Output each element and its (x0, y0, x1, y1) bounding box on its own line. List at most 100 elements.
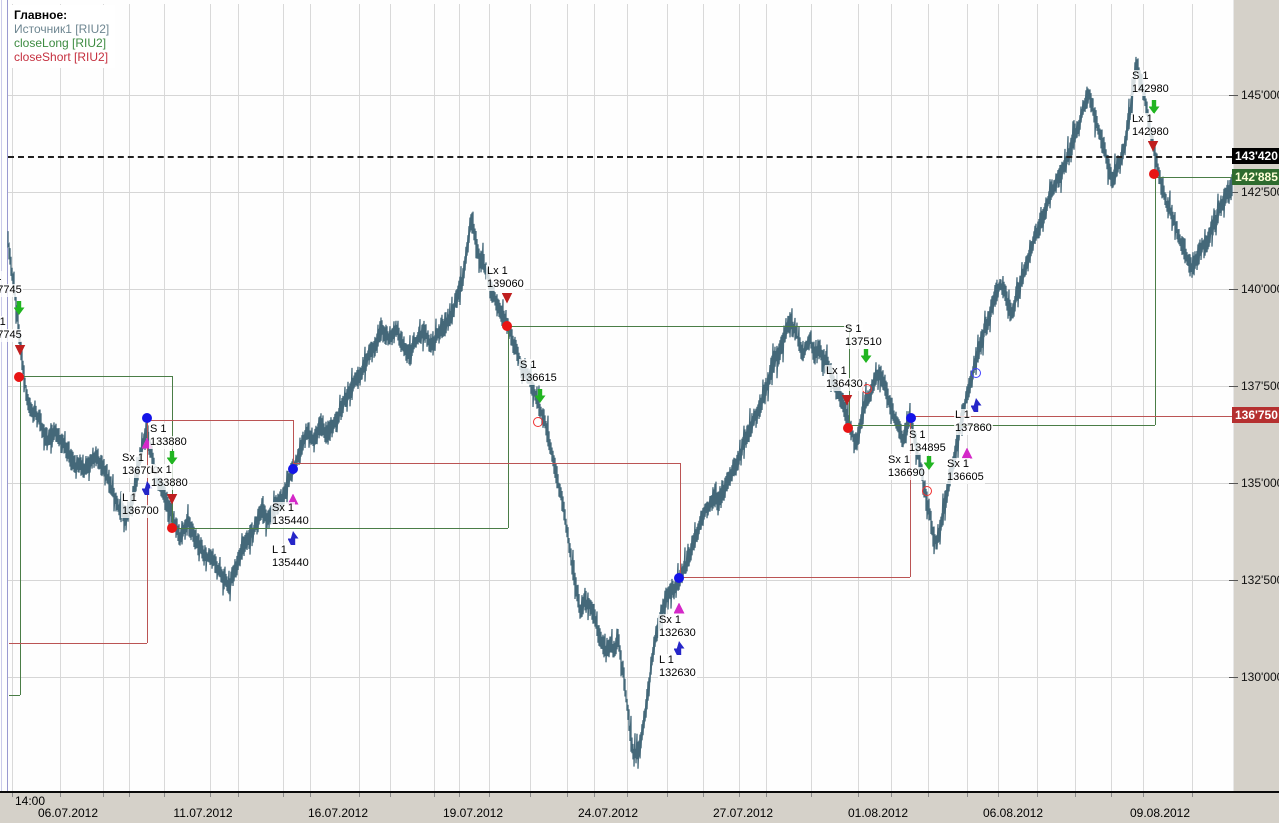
date-tick-label: 01.08.2012 (847, 806, 909, 820)
legend-item-2[interactable]: closeShort [RIU2] (14, 50, 109, 64)
close-short-step-line (293, 420, 294, 463)
exit-point-dot (14, 372, 24, 382)
time-tick-mark (129, 793, 130, 797)
trade-signal-label-line: L 1 (954, 409, 971, 422)
time-tick-mark (998, 793, 999, 797)
trade-signal-label-line: 137745 (0, 329, 23, 342)
trade-signal-label-line: S 1 (0, 271, 3, 284)
vertical-gridline (858, 4, 859, 791)
trade-signal-label-line: 136605 (946, 471, 985, 484)
trade-signal-label-line: S 1 (149, 423, 168, 436)
trade-signal-label-line: 133880 (150, 477, 189, 490)
long-entry-arrow-icon (970, 398, 982, 412)
price-tick-label: 137'500 (1241, 379, 1279, 393)
close-long-step-line (9, 695, 20, 696)
close-long-step-line (508, 326, 509, 528)
trade-signal-label: L 1 136700 (121, 492, 160, 518)
vertical-gridline (567, 4, 568, 791)
close-short-step-line (910, 416, 1232, 417)
price-tick-mark (1229, 483, 1238, 484)
pane-left-border-outer (1, 0, 2, 791)
time-tick-mark (703, 793, 704, 797)
time-tick-mark (739, 793, 740, 797)
legend-item-0[interactable]: Источник1 [RIU2] (14, 22, 110, 36)
vertical-gridline (164, 4, 165, 791)
pane-left-border-inner (7, 0, 8, 791)
trade-signal-label-line: Lx 1 (486, 265, 509, 278)
vertical-gridline (60, 4, 61, 791)
close-long-step-line (1155, 177, 1232, 178)
entry-point-dot (142, 413, 152, 423)
time-tick-mark (238, 793, 239, 797)
legend-items: Источник1 [RIU2] closeLong [RIU2] closeSho… (14, 22, 109, 64)
price-series-svg (7, 56, 1233, 769)
trade-signal-label-line: S 1 (908, 429, 927, 442)
entry-point-dot (674, 573, 684, 583)
trade-signal-label-line: 137745 (0, 284, 23, 297)
level-value-tag: 143'420 (1232, 148, 1279, 164)
legend-item-1[interactable]: closeLong [RIU2] (14, 36, 107, 50)
trade-signal-label: Lx 1 133880 (150, 464, 189, 490)
long-entry-ring-icon (970, 367, 981, 378)
trade-signal-label-line: S 1 (519, 359, 538, 372)
exit-point-dot (502, 321, 512, 331)
vertical-gridline (459, 4, 460, 791)
time-tick-mark (310, 793, 311, 797)
vertical-gridline (703, 4, 704, 791)
trade-signal-label: Sx 1 136605 (946, 458, 985, 484)
trade-signal-label-line: 142980 (1131, 83, 1170, 96)
time-tick-mark (60, 793, 61, 797)
trade-signal-label-line: Sx 1 (946, 458, 971, 471)
trade-signal-label: S 1 136615 (519, 359, 558, 385)
horizontal-gridline (8, 483, 1233, 484)
horizontal-gridline (8, 192, 1233, 193)
trade-signal-label-line: 136700 (121, 505, 160, 518)
time-tick-mark (530, 793, 531, 797)
short-entry-arrow-icon (13, 301, 25, 315)
long-exit-triangle-icon (166, 493, 178, 505)
time-tick-mark (766, 793, 767, 797)
time-tick-mark (1037, 793, 1038, 797)
time-axis-panel[interactable]: 14:00 06.07.2012 11.07.2012 16.07.2012 19.0… (0, 791, 1279, 823)
close-short-step-line (680, 577, 910, 578)
time-tick-mark (164, 793, 165, 797)
vertical-gridline (238, 4, 239, 791)
time-tick-mark (12, 793, 13, 797)
vertical-gridline (1143, 4, 1144, 791)
trade-signal-label-line: 132630 (658, 627, 697, 640)
price-tick-mark (1229, 677, 1238, 678)
close-short-step-line (9, 643, 147, 644)
trade-signal-label-line: Lx 1 (150, 464, 173, 477)
short-exit-triangle-icon (673, 602, 685, 614)
price-tick-label: 135'000 (1241, 476, 1279, 490)
vertical-gridline (210, 4, 211, 791)
time-tick-mark (1111, 793, 1112, 797)
trade-signal-label-line: Sx 1 (887, 454, 912, 467)
time-tick-mark (928, 793, 929, 797)
time-tick-mark (567, 793, 568, 797)
chart-legend: Главное: Источник1 [RIU2] closeLong [RIU2… (9, 5, 116, 68)
time-tick-mark (283, 793, 284, 797)
trade-signal-label-line: 142980 (1131, 126, 1170, 139)
trade-signal-label-line: S 1 (1131, 70, 1150, 83)
close-long-step-line (508, 326, 849, 327)
trade-signal-label: L 1 137860 (954, 409, 993, 435)
close-short-step-line (910, 416, 911, 577)
horizontal-gridline (8, 386, 1233, 387)
price-tick-label: 145'000 (1241, 88, 1279, 102)
trade-signal-label-line: Sx 1 (658, 614, 683, 627)
price-series-path (7, 56, 1233, 769)
close-short-step-line (680, 463, 681, 577)
trade-signal-label-line: 137510 (844, 336, 883, 349)
trade-signal-label-line: L 1 (658, 654, 675, 667)
close-short-step-line (147, 420, 148, 643)
vertical-gridline (1037, 4, 1038, 791)
short-entry-arrow-icon (1148, 100, 1160, 114)
vertical-gridline (998, 4, 999, 791)
price-axis-panel[interactable]: 145'000 142'500 140'000 137'500 135'000 132'5… (1229, 0, 1279, 791)
vertical-gridline (283, 4, 284, 791)
legend-title: Главное: (14, 8, 68, 22)
trade-signal-label: L 1 132630 (658, 654, 697, 680)
vertical-gridline (530, 4, 531, 791)
